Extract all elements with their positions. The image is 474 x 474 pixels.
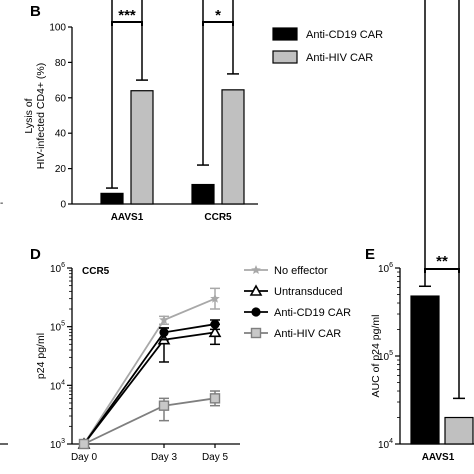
- point-2-2: [210, 319, 220, 329]
- y-tick-label: 20: [55, 164, 67, 175]
- legend-label: Anti-CD19 CAR: [306, 29, 383, 41]
- y-tick-label: 103: [50, 438, 65, 451]
- point-3-1: [158, 400, 170, 411]
- legend-marker: [250, 327, 262, 339]
- x-tick-label: AAVS1: [111, 212, 144, 223]
- y-tick-label: 105: [378, 350, 393, 363]
- y-axis-title-line: HIV-infected CD4+ (%): [35, 63, 47, 170]
- x-tick-label: Day 0: [71, 452, 98, 463]
- error-bar: [136, 0, 148, 81]
- y-axis-title: p24 pg/ml: [35, 333, 47, 379]
- series-line-1: [83, 331, 216, 445]
- significance-label: **: [436, 253, 448, 270]
- legend-marker: [249, 284, 263, 296]
- bar-0: [410, 295, 440, 445]
- significance-label: *: [215, 7, 221, 24]
- y-tick-label: 105: [50, 321, 65, 334]
- point-1-2: [208, 325, 222, 338]
- point-3-0: [78, 438, 90, 450]
- series-line-3: [83, 397, 216, 445]
- bar-1: [444, 416, 474, 445]
- error-bar: [453, 0, 465, 400]
- panel-letter-b: B: [30, 3, 41, 20]
- cutoff-mark: -: [0, 198, 3, 209]
- error-bar: [419, 0, 431, 288]
- bar-0-1: [191, 183, 215, 205]
- legend-label: Anti-HIV CAR: [274, 328, 341, 340]
- significance-bracket: [202, 21, 234, 26]
- y-tick-label: 0: [60, 200, 66, 211]
- error-bar: [106, 0, 118, 189]
- y-tick-label: 60: [55, 93, 67, 104]
- legend-label: Anti-CD19 CAR: [274, 307, 351, 319]
- point-0-2: [210, 293, 220, 303]
- y-tick-label: 80: [55, 58, 67, 69]
- x-tick-label: Day 3: [151, 452, 178, 463]
- x-tick-label: AAVS1: [422, 452, 455, 463]
- y-tick-label: 40: [55, 129, 67, 140]
- legend-marker: [251, 307, 261, 317]
- legend-label: No effector: [274, 265, 328, 277]
- significance-bracket: [111, 21, 143, 26]
- error-bar: [197, 0, 209, 166]
- y-tick-label: 104: [50, 379, 65, 392]
- x-tick-label: Day 5: [202, 452, 229, 463]
- panel-letter-e: E: [365, 246, 375, 263]
- panel-b: 0 20 40 60 80 100 Lysis ofHIV-infected CD4+ (%…: [23, 0, 383, 223]
- series-line-0: [83, 297, 216, 445]
- y-axis-title: Lysis ofHIV-infected CD4+ (%): [23, 63, 47, 170]
- y-tick-label: 100: [49, 23, 66, 34]
- chart-subtitle: CCR5: [82, 266, 110, 277]
- y-tick-label: 104: [378, 438, 393, 451]
- bar-1-0: [130, 90, 154, 205]
- significance-label: ***: [118, 7, 136, 24]
- y-tick-label: 106: [378, 262, 393, 275]
- bar-1-1: [221, 89, 245, 205]
- significance-bracket: [424, 268, 460, 273]
- error-bar: [227, 0, 239, 75]
- bar-0-0: [100, 192, 124, 205]
- x-tick-label: CCR5: [204, 212, 232, 223]
- legend-label: Anti-HIV CAR: [306, 52, 373, 64]
- legend-swatch: [272, 27, 298, 41]
- point-0-1: [159, 315, 169, 324]
- y-axis-title: AUC of p24 pg/ml: [370, 315, 382, 398]
- panel-d: 103 104 105 106 Day 0 Day 3 Day 5 p24 pg/ml CCR5…: [35, 262, 351, 463]
- panel-e: 104 105 106 AUC of p24 pg/ml AAVS1 **: [370, 0, 474, 463]
- point-2-1: [159, 327, 169, 337]
- y-tick-label: 106: [50, 262, 65, 275]
- panel-letter-d: D: [30, 246, 41, 263]
- legend-label: Untransduced: [274, 286, 343, 298]
- y-axis-title-line: Lysis of: [23, 98, 35, 133]
- legend-marker: [251, 265, 261, 274]
- point-3-2: [209, 393, 221, 404]
- legend-swatch: [272, 50, 298, 64]
